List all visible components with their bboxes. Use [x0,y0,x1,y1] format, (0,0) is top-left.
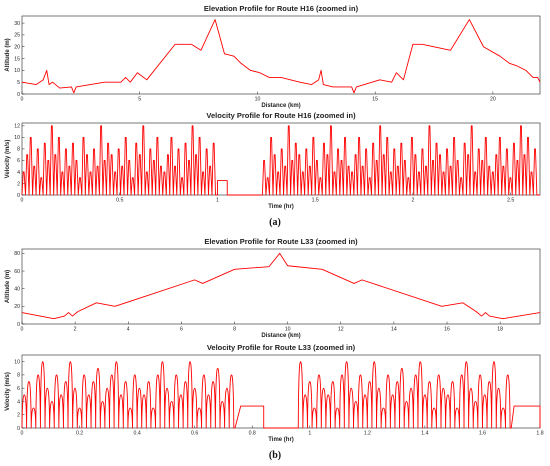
x-tick-label: 18 [497,327,503,333]
chart-title: Velocity Profile for Route H16 (zoomed i… [206,111,356,120]
y-tick-label: 0 [17,322,20,328]
x-tick-label: 1 [308,431,311,437]
chart-title: Elevation Profile for Route H16 (zoomed … [204,4,359,13]
y-tick-label: 25 [14,33,20,39]
x-axis-label: Distance (km) [261,333,300,339]
x-axis-label: Distance (km) [261,103,300,109]
x-tick-label: 2.5 [507,198,514,204]
y-tick-label: 10 [14,135,20,141]
x-axis-label: Time (hr) [268,204,294,210]
x-tick-label: 1.4 [421,431,428,437]
series-line [21,19,541,94]
x-tick-label: 2 [411,198,414,204]
x-tick-label: 1.2 [364,431,371,437]
x-tick-label: 6 [180,327,183,333]
series-line [21,361,541,429]
x-tick-label: 0.8 [249,431,256,437]
x-tick-label: 1.6 [479,431,486,437]
y-tick-label: 60 [14,269,20,275]
x-tick-label: 14 [391,327,397,333]
plot-frame [21,122,541,196]
x-tick-label: 0 [21,431,24,437]
y-tick-label: 5 [17,80,20,86]
x-tick-label: 5 [138,97,141,103]
x-tick-label: 2 [74,327,77,333]
y-axis-label: Velocity (m/s) [5,140,11,179]
y-tick-label: 30 [14,21,20,27]
x-tick-label: 12 [338,327,344,333]
chart-elevation-h16: Elevation Profile for Route H16 (zoomed … [5,4,541,109]
x-axis-label: Time (hr) [268,437,294,443]
chart-velocity-l33: Velocity Profile for Route L33 (zoomed i… [5,343,544,443]
y-axis-label: Altitude (m) [5,270,11,303]
x-tick-label: 0.5 [116,198,123,204]
chart-velocity-h16: Velocity Profile for Route H16 (zoomed i… [5,111,541,210]
y-tick-label: 6 [17,386,20,392]
y-tick-label: 15 [14,56,20,62]
y-tick-label: 6 [17,158,20,164]
y-tick-label: 0 [17,193,20,199]
y-axis-label: Velocity (m/s) [5,372,11,411]
x-tick-label: 0.6 [191,431,198,437]
y-tick-label: 4 [17,399,20,405]
y-tick-label: 8 [17,147,20,153]
y-tick-label: 12 [14,124,20,130]
x-tick-label: 16 [444,327,450,333]
x-tick-label: 8 [233,327,236,333]
chart-title: Velocity Profile for Route L33 (zoomed i… [207,343,356,352]
x-tick-label: 1.5 [312,198,319,204]
x-tick-label: 15 [372,97,378,103]
y-tick-label: 2 [17,181,20,187]
x-tick-label: 20 [490,97,496,103]
chart-title: Elevation Profile for Route L33 (zoomed … [204,237,358,246]
plot-frame [21,248,541,325]
y-tick-label: 0 [17,426,20,432]
y-axis-label: Altitude (m) [5,38,11,71]
y-tick-label: 8 [17,373,20,379]
y-tick-label: 80 [14,251,20,257]
series-line [21,125,540,196]
x-tick-label: 0 [21,97,24,103]
x-tick-label: 0.2 [76,431,83,437]
y-tick-label: 40 [14,287,20,293]
chart-elevation-l33: Elevation Profile for Route L33 (zoomed … [5,237,541,339]
subfigure-label-b: (b) [269,450,281,461]
x-tick-label: 0 [21,327,24,333]
y-tick-label: 20 [14,304,20,310]
x-tick-label: 10 [285,327,291,333]
y-tick-label: 10 [14,359,20,365]
plot-frame [21,15,541,95]
x-tick-label: 1.8 [536,431,543,437]
x-tick-label: 0.4 [134,431,141,437]
y-tick-label: 0 [17,92,20,98]
x-tick-label: 4 [127,327,130,333]
subfigure-label-a: (a) [269,217,281,228]
series-line [21,252,541,320]
x-tick-label: 0 [21,198,24,204]
y-tick-label: 2 [17,413,20,419]
x-tick-label: 10 [255,97,261,103]
y-tick-label: 20 [14,45,20,51]
x-tick-label: 1 [216,198,219,204]
y-tick-label: 10 [14,68,20,74]
y-tick-label: 4 [17,170,20,176]
